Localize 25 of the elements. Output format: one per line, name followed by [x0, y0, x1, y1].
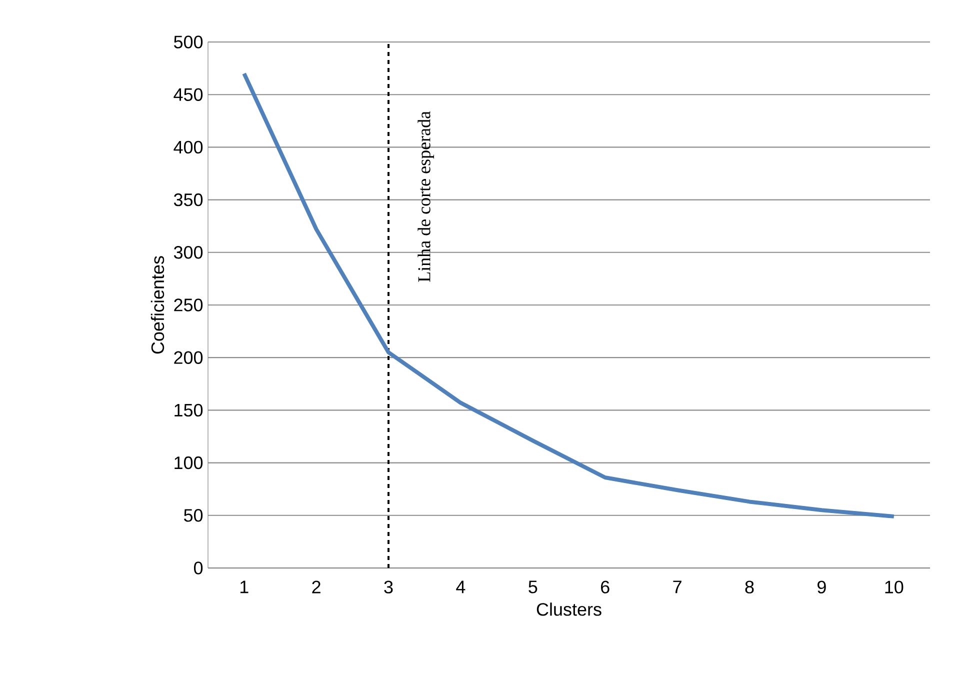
x-tick-label: 5 — [528, 580, 538, 594]
x-axis-title: Clusters — [536, 602, 602, 616]
x-tick-label: 6 — [601, 580, 610, 594]
y-axis-title: Coeficientes — [150, 256, 164, 354]
y-tick-label: 200 — [174, 351, 203, 364]
y-tick-label: 50 — [184, 509, 203, 522]
y-tick-label: 450 — [174, 88, 203, 101]
x-tick-label: 3 — [384, 580, 393, 594]
y-tick-label: 500 — [174, 36, 203, 48]
ref-line-label: Linha de corte esperada — [418, 111, 434, 282]
x-tick-label: 4 — [456, 580, 466, 594]
x-tick-label: 2 — [312, 580, 320, 594]
x-tick-label: 10 — [885, 580, 904, 594]
x-tick-label: 1 — [240, 580, 248, 594]
x-tick-label: 9 — [818, 580, 826, 594]
y-tick-label: 100 — [174, 456, 203, 470]
x-tick-label: 8 — [745, 580, 754, 594]
y-tick-label: 150 — [174, 404, 203, 417]
y-tick-label: 400 — [174, 140, 203, 154]
y-tick-label: 350 — [174, 193, 203, 206]
y-tick-label: 250 — [174, 298, 203, 312]
line-series — [242, 72, 896, 518]
y-tick-label: 0 — [194, 562, 203, 574]
x-tick-label: 7 — [673, 580, 682, 594]
y-tick-label: 300 — [174, 246, 203, 259]
